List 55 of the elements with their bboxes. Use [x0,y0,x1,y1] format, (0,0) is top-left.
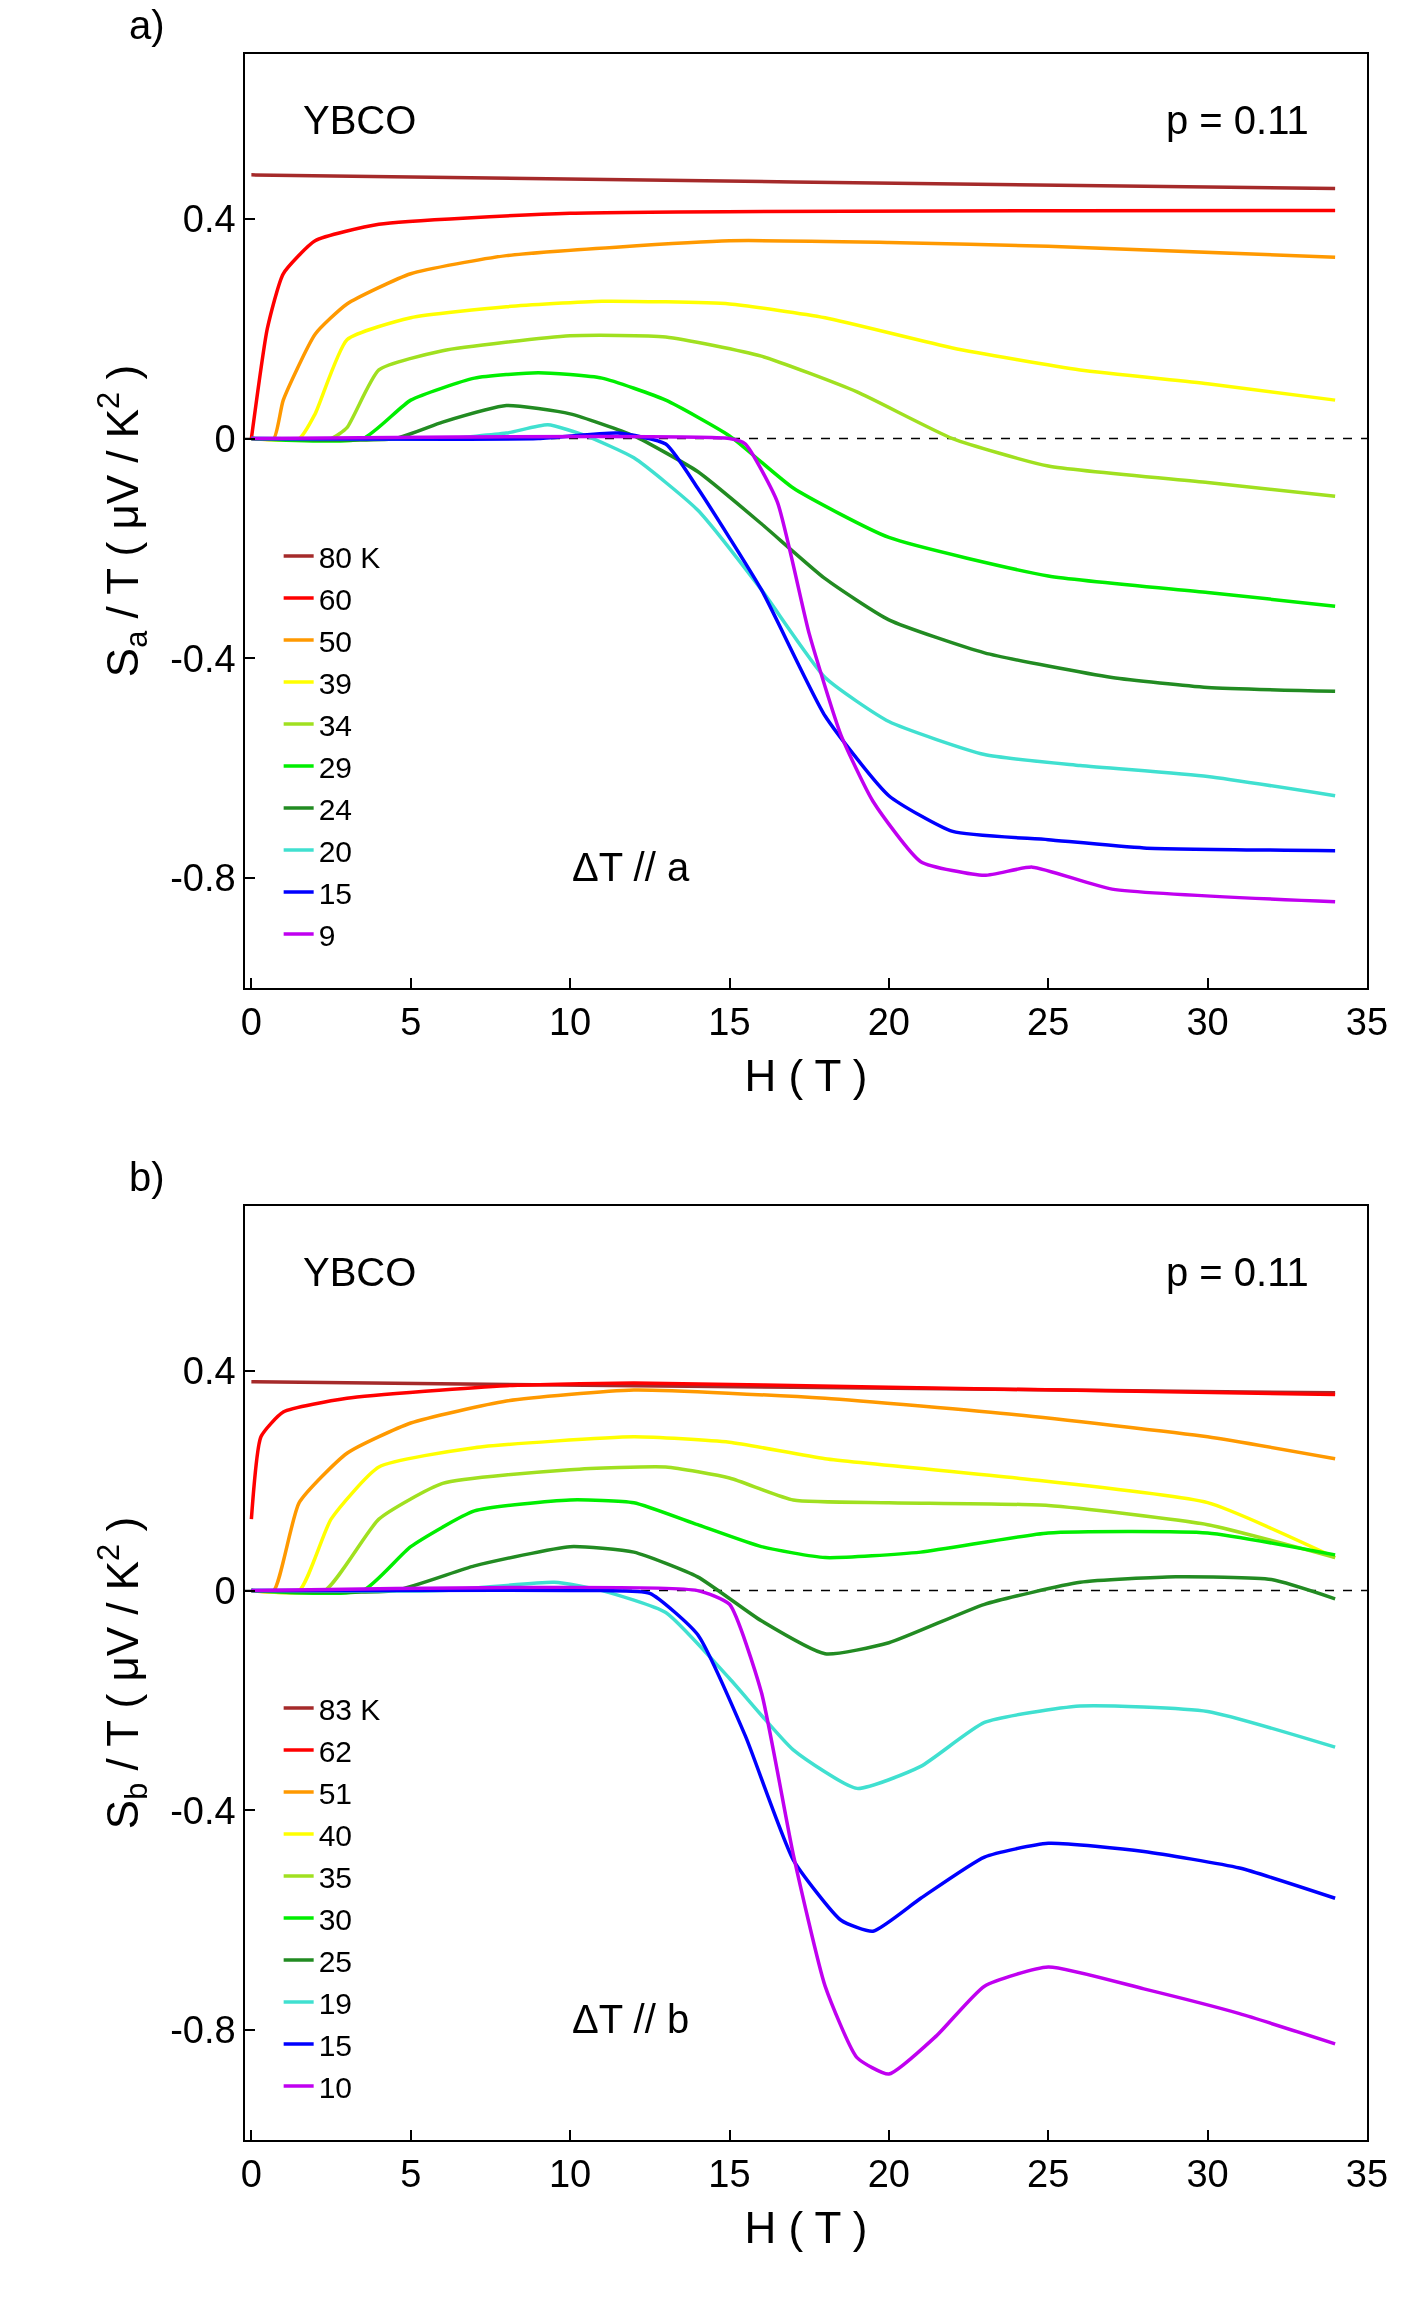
x-tick-label: 20 [867,2153,911,2196]
legend-label: 83 K [318,1692,381,1726]
x-axis-title: H ( T ) [744,2203,868,2253]
legend-label: 29 [318,750,353,784]
x-tick-label: 25 [1027,2153,1070,2196]
annotation: p = 0.11 [1166,98,1309,142]
legend-label: 34 [318,708,353,742]
legend-label: 51 [318,1776,353,1810]
x-tick-label: 15 [708,1001,751,1044]
y-tick-label: -0.8 [170,2009,236,2052]
legend-label: 60 [318,582,353,616]
legend-label: 24 [318,792,353,826]
legend-label: 30 [318,1902,353,1936]
legend-label: 19 [318,1986,353,2020]
x-tick-label: 20 [867,1001,911,1044]
x-tick-label: 10 [548,1001,592,1044]
x-tick-label: 30 [1186,1001,1229,1044]
x-tick-label: 35 [1345,2153,1389,2196]
legend-label: 10 [318,2070,353,2104]
line-series [249,1381,1337,1521]
x-tick-label: 10 [548,2153,592,2196]
y-tick-label: -0.4 [170,637,236,680]
annotation: ΔT // b [572,1997,690,2041]
x-tick-label: 0 [240,1001,262,1044]
legend-label: 20 [318,834,353,868]
x-axis-title: H ( T ) [744,1051,868,1101]
annotation: YBCO [303,1250,417,1294]
x-tick-label: 0 [240,2153,262,2196]
legend-label: 35 [318,1860,353,1894]
y-tick-label: -0.4 [170,1789,236,1832]
x-tick-label: 5 [400,2153,422,2196]
text: a) [129,3,165,47]
x-tick-label: 35 [1345,1001,1389,1044]
x-tick-label: 25 [1027,1001,1070,1044]
y-tick-label: 0 [214,417,236,460]
y-tick-label: 0.4 [182,198,236,241]
legend-label: 40 [318,1818,353,1852]
legend-label: 15 [318,876,353,910]
annotation: p = 0.11 [1166,1250,1309,1294]
x-tick-label: 30 [1186,2153,1229,2196]
x-tick-label: 15 [708,2153,751,2196]
legend-label: 80 K [318,540,381,574]
y-tick-label: 0.4 [182,1350,236,1393]
legend-label: 25 [318,1944,353,1978]
legend-label: 39 [318,666,353,700]
annotation: YBCO [303,98,417,142]
y-tick-label: -0.8 [170,857,236,900]
legend-label: 9 [318,918,336,952]
text: b) [129,1155,165,1199]
x-tick-label: 5 [400,1001,422,1044]
y-tick-label: 0 [214,1569,236,1612]
legend-label: 50 [318,624,353,658]
annotation: ΔT // a [572,845,690,889]
legend-label: 62 [318,1734,353,1768]
legend-label: 15 [318,2028,353,2062]
